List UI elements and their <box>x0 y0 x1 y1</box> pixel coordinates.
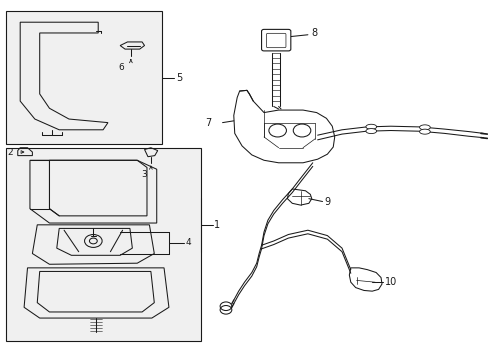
Text: 5: 5 <box>176 73 182 83</box>
Ellipse shape <box>365 129 376 134</box>
Text: 1: 1 <box>214 220 220 230</box>
Text: 3: 3 <box>142 170 147 179</box>
FancyBboxPatch shape <box>261 30 290 51</box>
Text: 8: 8 <box>311 28 317 38</box>
Text: 2: 2 <box>7 148 13 157</box>
Text: 6: 6 <box>119 63 124 72</box>
Text: 7: 7 <box>204 118 211 128</box>
Bar <box>5 12 161 144</box>
Bar <box>5 148 200 341</box>
Ellipse shape <box>419 129 429 134</box>
Text: 4: 4 <box>185 238 191 247</box>
Text: 9: 9 <box>324 197 329 207</box>
FancyBboxPatch shape <box>266 33 285 48</box>
Text: 10: 10 <box>384 277 396 287</box>
Ellipse shape <box>419 125 429 130</box>
Ellipse shape <box>365 124 376 129</box>
